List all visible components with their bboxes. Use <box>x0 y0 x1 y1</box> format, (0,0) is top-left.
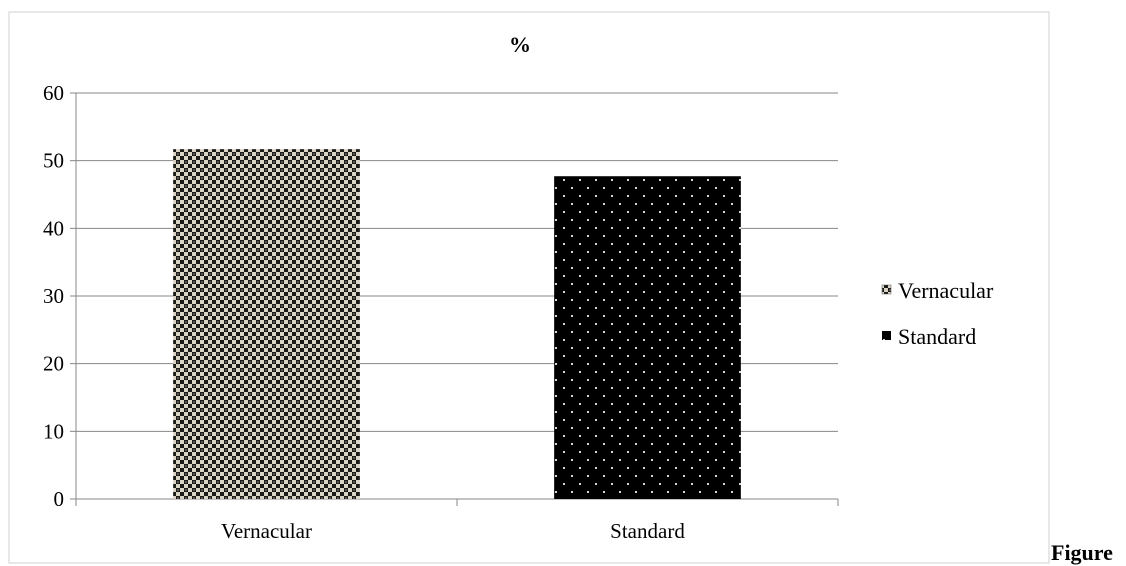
y-tick-label: 20 <box>43 352 64 376</box>
chart-frame <box>8 11 1050 564</box>
y-tick-label: 50 <box>43 149 64 173</box>
y-tick-label: 40 <box>43 216 64 240</box>
legend-swatch <box>882 331 891 340</box>
y-tick-label: 0 <box>54 487 65 511</box>
bar-standard <box>554 176 741 500</box>
chart-title: % <box>509 32 531 57</box>
legend: Vernacular Standard <box>881 278 994 349</box>
y-tick-label: 30 <box>43 284 64 308</box>
y-tick-label: 10 <box>43 419 64 443</box>
figure-caption: Figure <box>1051 540 1113 565</box>
x-tick-label: Standard <box>610 519 685 543</box>
y-tick-label: 60 <box>43 81 64 105</box>
legend-label: Standard <box>898 324 976 349</box>
legend-label: Vernacular <box>898 278 994 303</box>
x-tick-label: Vernacular <box>221 519 312 543</box>
bars <box>173 149 741 500</box>
legend-swatch <box>881 284 892 295</box>
bar-vernacular <box>173 149 360 499</box>
